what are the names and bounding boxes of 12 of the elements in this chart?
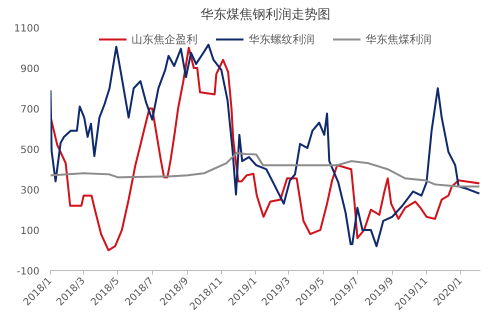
y-tick-label: -100	[16, 266, 40, 278]
y-tick-label: 700	[20, 104, 40, 116]
y-tick-label: 900	[20, 64, 40, 75]
legend-label: 华东焦煤利润	[366, 32, 432, 46]
legend-label: 华东螺纹利润	[248, 32, 314, 46]
y-tick-label: 500	[20, 145, 40, 156]
line-series	[50, 152, 480, 188]
y-tick-label: 100	[20, 226, 40, 237]
chart-title: 华东煤焦钢利润走势图	[200, 8, 330, 22]
y-tick-label: 1100	[14, 24, 40, 34]
y-tick-label: 300	[20, 186, 40, 196]
legend-label: 山东焦企盈利	[132, 32, 198, 46]
